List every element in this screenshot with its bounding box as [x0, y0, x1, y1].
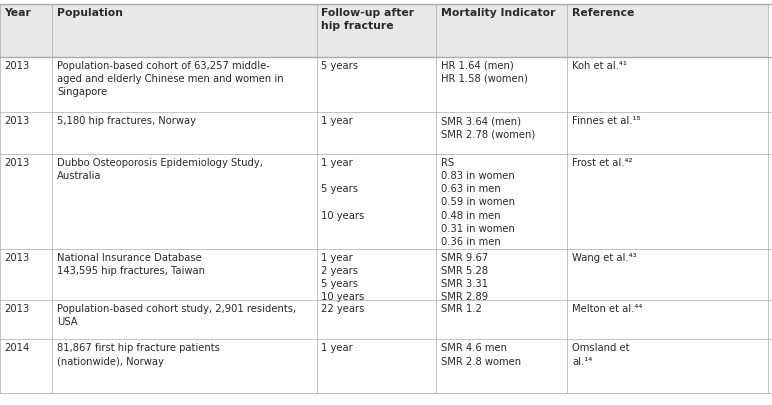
Bar: [0, 57, 52, 113]
Text: 22 years: 22 years: [321, 304, 364, 313]
Text: SMR 3.64 (men)
SMR 2.78 (women): SMR 3.64 (men) SMR 2.78 (women): [441, 117, 535, 140]
Bar: [436, 57, 567, 113]
Text: Population-based cohort study, 2,901 residents,
USA: Population-based cohort study, 2,901 res…: [57, 304, 296, 327]
Bar: [436, 154, 567, 249]
Bar: [317, 57, 436, 113]
Bar: [317, 249, 436, 300]
Text: 1 year
2 years
5 years
10 years: 1 year 2 years 5 years 10 years: [321, 253, 364, 302]
Text: Population-based cohort of 63,257 middle-
aged and elderly Chinese men and women: Population-based cohort of 63,257 middle…: [57, 61, 284, 97]
Text: 5,180 hip fractures, Norway: 5,180 hip fractures, Norway: [57, 117, 196, 126]
Bar: [436, 339, 567, 393]
Bar: [317, 4, 436, 57]
Text: Reference: Reference: [572, 8, 635, 18]
Text: 1 year: 1 year: [321, 343, 353, 354]
Text: HR 1.64 (men)
HR 1.58 (women): HR 1.64 (men) HR 1.58 (women): [441, 61, 528, 84]
Bar: [567, 154, 768, 249]
Bar: [567, 113, 768, 154]
Bar: [52, 249, 317, 300]
Bar: [52, 4, 317, 57]
Text: Population: Population: [57, 8, 123, 18]
Text: Mortality Indicator: Mortality Indicator: [441, 8, 555, 18]
Text: SMR 4.6 men
SMR 2.8 women: SMR 4.6 men SMR 2.8 women: [441, 343, 521, 367]
Text: Year: Year: [5, 8, 32, 18]
Text: 2013: 2013: [5, 61, 30, 70]
Text: Wang et al.⁴³: Wang et al.⁴³: [572, 253, 637, 262]
Text: 1 year

5 years

10 years: 1 year 5 years 10 years: [321, 158, 364, 221]
Text: 2013: 2013: [5, 158, 30, 168]
Text: SMR 1.2: SMR 1.2: [441, 304, 482, 313]
Text: 81,867 first hip fracture patients
(nationwide), Norway: 81,867 first hip fracture patients (nati…: [57, 343, 220, 367]
Bar: [52, 339, 317, 393]
Text: Melton et al.⁴⁴: Melton et al.⁴⁴: [572, 304, 642, 313]
Text: 2013: 2013: [5, 117, 30, 126]
Bar: [436, 300, 567, 339]
Text: National Insurance Database
143,595 hip fractures, Taiwan: National Insurance Database 143,595 hip …: [57, 253, 205, 276]
Bar: [567, 300, 768, 339]
Bar: [567, 249, 768, 300]
Bar: [52, 154, 317, 249]
Text: 2013: 2013: [5, 253, 30, 262]
Bar: [436, 4, 567, 57]
Bar: [0, 249, 52, 300]
Text: Dubbo Osteoporosis Epidemiology Study,
Australia: Dubbo Osteoporosis Epidemiology Study, A…: [57, 158, 263, 181]
Text: 5 years: 5 years: [321, 61, 358, 70]
Bar: [567, 4, 768, 57]
Text: Koh et al.⁴¹: Koh et al.⁴¹: [572, 61, 627, 70]
Bar: [52, 300, 317, 339]
Bar: [317, 154, 436, 249]
Text: Omsland et
al.¹⁴: Omsland et al.¹⁴: [572, 343, 629, 367]
Bar: [317, 113, 436, 154]
Bar: [567, 57, 768, 113]
Bar: [436, 249, 567, 300]
Bar: [0, 154, 52, 249]
Bar: [436, 113, 567, 154]
Text: 1 year: 1 year: [321, 117, 353, 126]
Text: 2013: 2013: [5, 304, 30, 313]
Bar: [52, 113, 317, 154]
Bar: [317, 339, 436, 393]
Text: RS
0.83 in women
0.63 in men
0.59 in women
0.48 in men
0.31 in women
0.36 in men: RS 0.83 in women 0.63 in men 0.59 in wom…: [441, 158, 515, 247]
Bar: [317, 300, 436, 339]
Text: Finnes et al.¹⁸: Finnes et al.¹⁸: [572, 117, 641, 126]
Bar: [0, 339, 52, 393]
Bar: [567, 339, 768, 393]
Bar: [0, 4, 52, 57]
Text: Frost et al.⁴²: Frost et al.⁴²: [572, 158, 632, 168]
Bar: [0, 113, 52, 154]
Bar: [0, 300, 52, 339]
Text: Follow-up after
hip fracture: Follow-up after hip fracture: [321, 8, 415, 31]
Text: 2014: 2014: [5, 343, 30, 354]
Text: SMR 9.67
SMR 5.28
SMR 3.31
SMR 2.89: SMR 9.67 SMR 5.28 SMR 3.31 SMR 2.89: [441, 253, 488, 302]
Bar: [52, 57, 317, 113]
